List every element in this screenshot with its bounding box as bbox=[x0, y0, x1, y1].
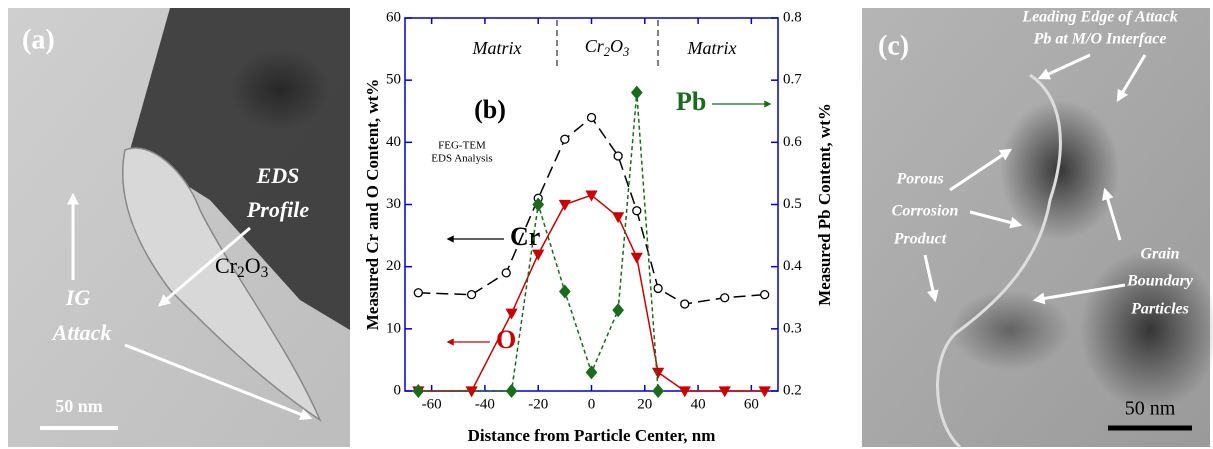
annotation: Attack bbox=[51, 320, 112, 345]
arrow bbox=[923, 254, 939, 303]
data-point bbox=[501, 268, 511, 278]
x-tick-label: 20 bbox=[637, 396, 652, 412]
legend-label: Pb bbox=[676, 87, 706, 116]
data-point bbox=[466, 289, 477, 300]
data-point bbox=[758, 386, 771, 398]
data-point bbox=[585, 365, 598, 380]
arrow bbox=[1116, 54, 1147, 103]
oxide-particle bbox=[122, 147, 322, 423]
region-label: Matrix bbox=[472, 38, 522, 58]
plot-frame bbox=[404, 17, 779, 392]
legend-label: O bbox=[496, 325, 516, 354]
arrow bbox=[1037, 53, 1091, 80]
data-point bbox=[560, 134, 570, 144]
annotation: Product bbox=[893, 231, 947, 248]
data-point bbox=[612, 303, 624, 318]
arrow bbox=[1102, 187, 1122, 241]
arrow bbox=[969, 210, 1023, 229]
y2-axis-label: Measured Pb Content, wt% bbox=[815, 103, 834, 306]
y2-tick-label: 0.3 bbox=[783, 320, 802, 336]
data-point bbox=[558, 199, 571, 211]
panel-c: (c) Leading Edge of Attack Pb at M/O Int… bbox=[862, 8, 1213, 449]
method-label: EDS Analysis bbox=[431, 153, 492, 165]
corrosion-boundary bbox=[936, 73, 1062, 449]
y2-tick-label: 0.8 bbox=[783, 9, 802, 25]
data-point bbox=[678, 386, 691, 398]
arrow bbox=[949, 148, 1012, 192]
method-label: FEG-TEM bbox=[438, 140, 486, 152]
x-tick-label: 40 bbox=[691, 396, 706, 412]
data-point bbox=[630, 85, 643, 100]
annotation: Cr2O3 bbox=[215, 253, 269, 280]
panel-b: Matrix Cr2O3 Matrix (b) FEG-TEM EDS Anal… bbox=[363, 9, 834, 444]
data-point bbox=[612, 212, 625, 224]
y2-tick-label: 0.4 bbox=[783, 258, 802, 274]
data-point bbox=[505, 308, 518, 320]
arrow bbox=[158, 226, 251, 307]
annotation: Pb at M/O Interface bbox=[1033, 31, 1167, 48]
data-point bbox=[760, 289, 770, 300]
y-tick-label: 20 bbox=[386, 258, 401, 274]
data-point bbox=[680, 299, 690, 309]
x-tick-label: 0 bbox=[588, 396, 596, 412]
data-point bbox=[412, 383, 425, 399]
region-label: Matrix bbox=[687, 38, 737, 58]
panel-label: (c) bbox=[878, 30, 909, 61]
x-axis-label: Distance from Particle Center, nm bbox=[468, 426, 716, 445]
x-tick-label: -60 bbox=[422, 396, 442, 412]
annotation: Profile bbox=[246, 197, 310, 222]
y2-tick-label: 0.5 bbox=[783, 196, 802, 212]
data-point bbox=[585, 190, 598, 202]
y2-tick-label: 0.6 bbox=[783, 134, 802, 150]
annotation: EDS bbox=[256, 163, 300, 188]
y-tick-label: 10 bbox=[386, 320, 401, 336]
y-tick-label: 0 bbox=[394, 382, 402, 398]
panel-a: (a) EDS Profile IG Attack Cr2O3 50 nm bbox=[8, 8, 350, 447]
annotation: Leading Edge of Attack bbox=[1021, 9, 1177, 26]
annotation: Boundary bbox=[1126, 273, 1194, 290]
annotation: Grain bbox=[1140, 246, 1179, 263]
data-point bbox=[413, 288, 423, 298]
y-tick-label: 60 bbox=[386, 9, 401, 25]
x-tick-label: -40 bbox=[475, 396, 495, 412]
data-point bbox=[613, 151, 623, 161]
data-point bbox=[505, 383, 518, 399]
x-tick-label: 60 bbox=[744, 396, 759, 412]
y-axis-label: Measured Cr and O Content, wt% bbox=[363, 79, 382, 331]
data-point bbox=[652, 367, 665, 379]
data-point bbox=[720, 293, 730, 303]
data-point bbox=[653, 283, 663, 294]
annotation: IG bbox=[65, 285, 91, 310]
data-point bbox=[718, 386, 731, 398]
data-point bbox=[532, 197, 545, 212]
y2-tick-label: 0.2 bbox=[783, 382, 802, 398]
scale-label: 50 nm bbox=[1125, 398, 1176, 420]
panel-label: (a) bbox=[22, 24, 55, 55]
annotation: Porous bbox=[895, 171, 943, 188]
series-line bbox=[418, 92, 659, 392]
region-label: Cr2O3 bbox=[585, 36, 630, 59]
data-point bbox=[559, 284, 571, 299]
series-line bbox=[418, 116, 765, 305]
arrow bbox=[124, 343, 313, 421]
annotation: Particles bbox=[1130, 301, 1189, 318]
series-line bbox=[418, 194, 765, 392]
y-tick-label: 30 bbox=[386, 196, 401, 212]
panel-label: (b) bbox=[474, 95, 506, 124]
data-point bbox=[632, 206, 642, 216]
arrow bbox=[1032, 283, 1126, 305]
scale-label: 50 nm bbox=[55, 396, 103, 416]
data-point bbox=[652, 383, 664, 399]
data-point bbox=[586, 112, 597, 123]
data-point bbox=[630, 252, 643, 264]
y2-tick-label: 0.7 bbox=[783, 72, 802, 88]
x-tick-label: -20 bbox=[528, 396, 548, 412]
y-tick-label: 40 bbox=[386, 134, 401, 150]
data-point bbox=[532, 249, 545, 261]
y-tick-label: 50 bbox=[386, 72, 401, 88]
annotation: Corrosion bbox=[892, 203, 959, 220]
